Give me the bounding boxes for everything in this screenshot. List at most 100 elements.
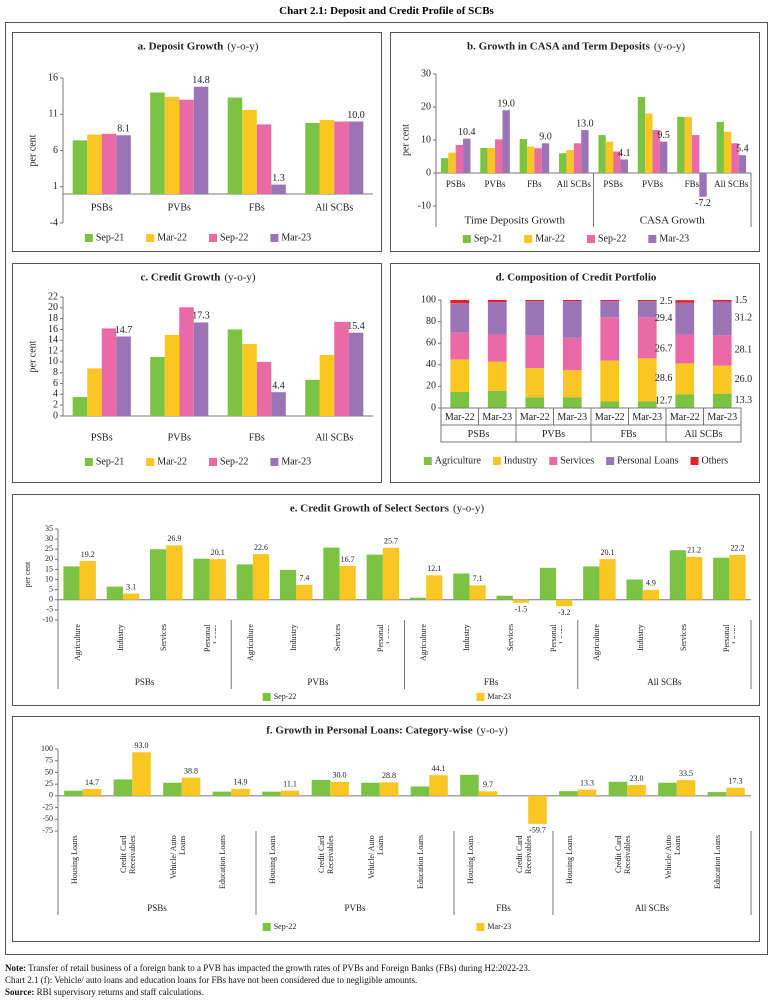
chart: f. Growth in Personal Loans: Category-wi…	[41, 725, 752, 931]
bar	[150, 357, 165, 416]
bar-segment	[675, 300, 695, 303]
note-label: Source:	[5, 987, 35, 997]
legend-swatch	[587, 235, 595, 243]
y-tick-label: 22	[48, 291, 58, 302]
bar	[150, 92, 165, 194]
legend-label: Sep-21	[96, 232, 124, 243]
chart: c. Credit Growth (y-o-y) per cent 024681012…	[27, 272, 373, 467]
y-tick-label: 12	[48, 345, 58, 356]
bar	[691, 135, 700, 173]
page-title: Chart 2.1: Deposit and Credit Profile of…	[279, 5, 494, 17]
bar	[528, 795, 547, 824]
outer-frame	[5, 22, 768, 955]
group-label: FBs	[620, 429, 636, 440]
bar	[583, 566, 600, 600]
legend-label: Mar-23	[281, 456, 311, 467]
group-label: FBs	[496, 903, 511, 913]
x-tick-label: Industry	[290, 624, 299, 651]
bar	[280, 790, 300, 796]
bar	[599, 559, 616, 600]
value-label: 4.1	[618, 148, 631, 159]
bar-segment	[562, 397, 582, 408]
x-tick-label: Services	[333, 624, 342, 652]
value-label: 1.3	[272, 173, 285, 184]
y-tick-label: 1	[53, 181, 58, 192]
group-label: PSBs	[468, 429, 490, 440]
bar	[495, 139, 503, 173]
y-tick-label: 25	[45, 544, 53, 553]
y-tick-label: 5	[49, 584, 53, 593]
legend-label: Agriculture	[435, 455, 482, 466]
value-label: 26.7	[655, 343, 673, 354]
legend-swatch	[648, 235, 657, 243]
value-label: 14.7	[85, 778, 99, 787]
x-tick-label: PSBs	[603, 179, 623, 189]
x-tick-label: Mar-23	[482, 412, 512, 423]
value-label: 44.1	[432, 764, 446, 773]
bar	[296, 584, 313, 600]
bar	[179, 307, 194, 416]
y-tick-label: -50	[42, 814, 53, 823]
y-tick-label: 25	[45, 779, 53, 788]
value-label: 15.4	[347, 321, 365, 332]
bar	[163, 782, 182, 796]
y-axis-label: per cent	[23, 561, 32, 587]
y-tick-label: 10	[48, 356, 58, 367]
x-tick-label: Industry	[636, 624, 645, 651]
x-tick-label: Housing Loans	[268, 835, 277, 884]
value-label: 33.5	[679, 769, 693, 778]
chart-panel: b. Growth in CASA and Term Deposits (y-o-…	[390, 32, 760, 252]
bar	[279, 569, 297, 600]
bar	[252, 554, 270, 600]
bar	[598, 135, 606, 173]
bar	[72, 397, 88, 416]
bar	[699, 173, 707, 197]
group-label: All SCBs	[684, 429, 722, 440]
value-label: 19.0	[497, 99, 515, 110]
legend-label: Sep-22	[220, 456, 248, 467]
legend-swatch	[209, 458, 217, 466]
x-tick-label: Services	[680, 624, 689, 652]
legend-label: Others	[702, 455, 729, 466]
bar	[659, 141, 668, 173]
bar	[348, 332, 364, 416]
bar	[559, 153, 567, 173]
value-label: 28.1	[735, 345, 753, 356]
legend-swatch	[524, 235, 533, 243]
value-label: 11.1	[283, 779, 297, 788]
group-label: CASA Growth	[640, 215, 706, 227]
bar	[256, 124, 272, 194]
bar-segment	[487, 390, 507, 408]
x-tick-label: Agriculture	[593, 624, 602, 661]
note-line: Note: Transfer of retail business of a f…	[5, 962, 765, 974]
legend-label: Sep-22	[274, 922, 297, 931]
y-tick-label: 20	[45, 554, 53, 563]
value-label: 3.1	[126, 582, 136, 591]
bar	[496, 595, 513, 600]
bar	[113, 779, 133, 796]
value-label: 13.3	[580, 778, 594, 787]
chart: b. Growth in CASA and Term Deposits (y-o-…	[400, 41, 752, 244]
bar	[658, 782, 677, 796]
value-label: 10.0	[347, 110, 365, 121]
x-tick-label: Credit Card Receivables	[318, 835, 336, 874]
bar-segment	[637, 300, 657, 302]
bar	[463, 138, 471, 173]
bar	[652, 130, 660, 173]
y-tick-label: -10	[418, 200, 431, 211]
bar-segment	[562, 301, 582, 338]
bar	[716, 121, 724, 173]
bar	[87, 134, 102, 194]
x-tick-label: PSBs	[446, 179, 466, 189]
y-tick-label: -4	[50, 217, 58, 228]
bar-segment	[450, 359, 470, 392]
legend-swatch	[146, 458, 155, 466]
group-cell	[665, 424, 742, 443]
x-tick-label: Industry	[116, 624, 125, 651]
legend-swatch	[476, 923, 485, 931]
y-tick-label: 30	[421, 68, 431, 79]
x-tick-label: Education Loans	[417, 835, 426, 889]
x-tick-label: All SCBs	[315, 202, 353, 213]
bar	[227, 329, 243, 416]
